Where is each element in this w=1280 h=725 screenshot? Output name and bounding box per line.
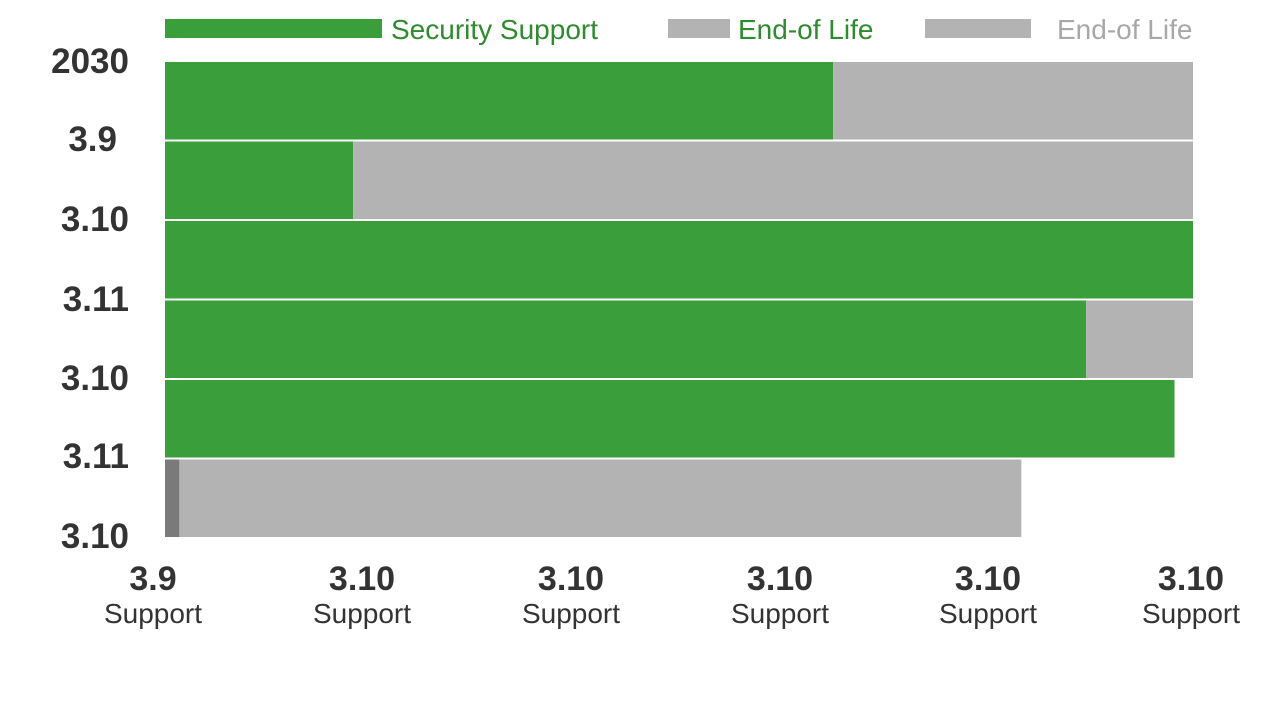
bar-row-3-series-0: [165, 300, 1087, 378]
bar-row-4-series-0: [165, 380, 1175, 458]
bar-row-0-series-1: [833, 62, 1193, 140]
bar-row-2-series-0: [165, 221, 1193, 299]
legend-label-1: End-of Life: [738, 14, 873, 45]
x-tick-label-4: Support: [939, 598, 1037, 629]
y-tick-label-0: 2030: [51, 42, 129, 81]
bar-row-1-series-0: [165, 141, 354, 219]
y-tick-label-3: 3.11: [63, 280, 129, 319]
legend-swatch-1: [668, 19, 730, 38]
y-axis-labels: 2030 3.9 3.10 3.11 3.10 3.11 3.10: [51, 42, 129, 556]
x-tick-value-3: 3.10: [747, 560, 813, 598]
x-tick-value-5: 3.10: [1158, 560, 1224, 598]
bar-row-5-series-3: [179, 459, 1022, 537]
bars: [165, 62, 1193, 537]
legend-swatch-0: [165, 19, 382, 38]
y-tick-label-2: 3.10: [61, 200, 129, 239]
bar-row-1-series-1: [353, 141, 1193, 219]
legend-swatch-2: [925, 19, 1031, 38]
legend-label-0: Security Support: [391, 14, 598, 45]
x-tick-value-0: 3.9: [129, 560, 176, 598]
x-tick-label-0: Support: [104, 598, 202, 629]
x-tick-value-2: 3.10: [538, 560, 604, 598]
x-tick-label-2: Support: [522, 598, 620, 629]
y-tick-label-4: 3.10: [61, 359, 129, 398]
y-tick-label-5: 3.11: [63, 437, 129, 476]
x-tick-label-1: Support: [313, 598, 411, 629]
legend: Security Support End-of Life End-of Life: [165, 14, 1192, 45]
y-tick-label-6: 3.10: [61, 517, 129, 556]
x-tick-value-4: 3.10: [955, 560, 1021, 598]
bar-row-5-series-2: [165, 459, 180, 537]
x-tick-label-3: Support: [731, 598, 829, 629]
x-tick-value-1: 3.10: [329, 560, 395, 598]
y-tick-label-1: 3.9: [68, 120, 117, 159]
bar-row-0-series-0: [165, 62, 834, 140]
legend-label-2: End-of Life: [1057, 14, 1192, 45]
x-axis-labels: 3.9Support3.10Support3.10Support3.10Supp…: [104, 560, 1240, 629]
bar-row-3-series-1: [1086, 300, 1193, 378]
x-tick-label-5: Support: [1142, 598, 1240, 629]
